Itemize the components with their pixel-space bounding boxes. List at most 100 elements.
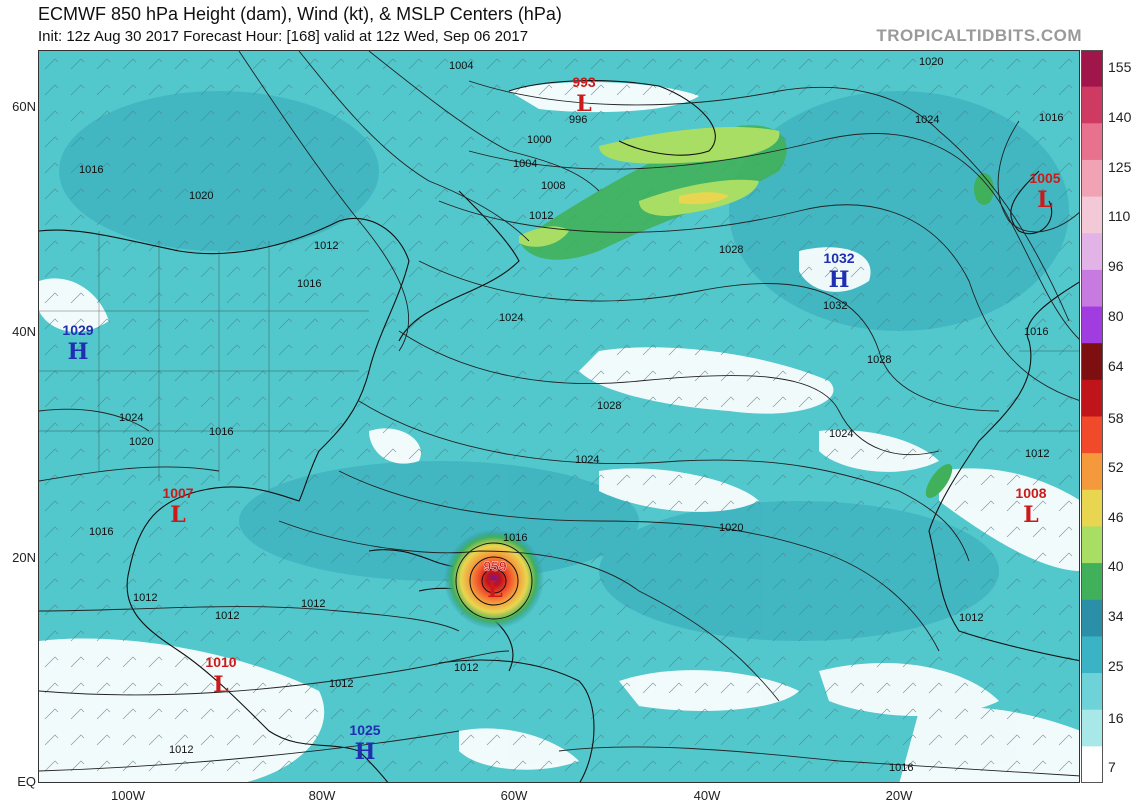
colorbar-label: 140 — [1108, 109, 1132, 125]
isobar-label: 996 — [569, 114, 587, 126]
pressure-center-value: 1029 — [62, 322, 93, 338]
low-pressure-center: 1008 L — [1015, 485, 1046, 528]
pressure-center-letter: L — [1037, 187, 1052, 213]
colorbar-swatch — [1081, 636, 1103, 674]
colorbar-swatch — [1081, 416, 1103, 454]
isobar-label: 1032 — [823, 300, 847, 312]
colorbar-swatch — [1081, 233, 1103, 271]
colorbar-label: 7 — [1108, 759, 1116, 775]
colorbar-swatch — [1081, 50, 1103, 88]
low-pressure-center: 1007 L — [162, 485, 193, 528]
low-pressure-center: 1010 L — [205, 654, 236, 698]
colorbar-label: 125 — [1108, 159, 1132, 175]
isobar-label-group: 1004 1020 996 1000 1004 1008 1012 1016 1… — [79, 56, 1063, 774]
colorbar-swatch — [1081, 563, 1103, 601]
pressure-center-letter: L — [170, 502, 185, 528]
isobar-label: 1024 — [915, 114, 939, 126]
minor-wind-maxima — [925, 173, 994, 499]
isobar-label: 1012 — [454, 662, 478, 674]
colorbar-swatch — [1081, 159, 1103, 198]
isobar-label: 1012 — [529, 210, 553, 222]
pressure-center-value: 1007 — [162, 485, 193, 501]
isobar-label: 1012 — [314, 240, 338, 252]
isobar-label: 1008 — [541, 180, 565, 192]
colorbar-label: 80 — [1108, 308, 1124, 324]
isobar-label: 1016 — [1024, 326, 1048, 338]
chart-header: ECMWF 850 hPa Height (dam), Wind (kt), &… — [0, 0, 1140, 50]
colorbar-swatches — [1081, 50, 1103, 784]
colorbar-swatch — [1081, 123, 1103, 161]
pressure-center-group: 993 L 1005 L 1032 H 1029 H 1007 L 1008 L — [62, 74, 1060, 765]
isobar-label: 1024 — [119, 412, 143, 424]
longitude-label: 40W — [693, 788, 721, 803]
pressure-center-value: 1025 — [349, 722, 380, 738]
longitude-label: 60W — [500, 788, 528, 803]
isobar-label: 1020 — [719, 522, 743, 534]
isobar-label: 1024 — [499, 312, 523, 324]
hurricane-core — [444, 529, 544, 629]
isobar-label: 1028 — [719, 244, 743, 256]
chart-subtitle: Init: 12z Aug 30 2017 Forecast Hour: [16… — [38, 28, 529, 45]
isobar-label: 1016 — [89, 526, 113, 538]
colorbar-label: 16 — [1108, 710, 1124, 726]
isobar-label: 1016 — [79, 164, 103, 176]
high-pressure-center: 1032 H — [823, 250, 854, 293]
weather-map: 1004 1020 996 1000 1004 1008 1012 1016 1… — [38, 50, 1080, 783]
colorbar-label: 34 — [1108, 608, 1124, 624]
colorbar-label: 40 — [1108, 558, 1124, 574]
colorbar-swatch — [1081, 746, 1103, 784]
isobar-label: 1012 — [169, 744, 193, 756]
isobar-label: 1016 — [889, 762, 913, 774]
longitude-label: 20W — [885, 788, 913, 803]
isobar-label: 1016 — [209, 426, 233, 438]
isobar-label: 1016 — [297, 278, 321, 290]
isobar-label: 1012 — [301, 598, 325, 610]
pressure-center-letter: L — [1023, 502, 1038, 528]
isobar-label: 1024 — [829, 428, 853, 440]
isobar-label: 1016 — [1039, 112, 1063, 124]
low-pressure-center: 1005 L — [1029, 170, 1060, 213]
latitude-label: EQ — [17, 774, 36, 789]
colorbar-swatch — [1081, 379, 1103, 417]
colorbar-label: 96 — [1108, 258, 1124, 274]
isobar-label: 1020 — [129, 436, 153, 448]
colorbar-label: 46 — [1108, 509, 1124, 525]
colorbar-label: 155 — [1108, 59, 1132, 75]
colorbar-label: 25 — [1108, 658, 1124, 674]
latitude-label: 60N — [12, 99, 36, 114]
isobar-label: 1024 — [575, 454, 599, 466]
pressure-center-value: 993 — [572, 74, 596, 90]
brand-watermark: TROPICALTIDBITS.COM — [876, 26, 1082, 45]
colorbar-swatch — [1081, 599, 1103, 637]
high-pressure-center: 1025 H — [349, 722, 380, 765]
isobar-label: 1012 — [959, 612, 983, 624]
isobar-label: 1004 — [449, 60, 473, 72]
isobar-label: 1000 — [527, 134, 551, 146]
pressure-center-letter: H — [829, 267, 850, 293]
high-pressure-center: 1029 H — [62, 322, 93, 365]
colorbar-label: 110 — [1108, 208, 1131, 224]
pressure-center-value: 959 — [483, 558, 507, 574]
hurricane-low-center: 959 L — [483, 558, 507, 603]
wind-barbs — [39, 51, 1079, 782]
state-borders — [39, 231, 1079, 491]
isobar-label: 1004 — [513, 158, 537, 170]
height-contours — [39, 51, 1079, 777]
isobar-label: 1012 — [133, 592, 157, 604]
latitude-label: 40N — [12, 324, 36, 339]
colorbar-swatch — [1081, 673, 1103, 711]
isobar-label: 1020 — [189, 190, 213, 202]
isobar-label: 1020 — [919, 56, 943, 68]
colorbar-label: 64 — [1108, 358, 1124, 374]
colorbar-swatch — [1081, 526, 1103, 564]
colorbar-swatch — [1081, 343, 1103, 381]
colorbar-swatch — [1081, 306, 1103, 344]
colorbar-swatch — [1081, 86, 1103, 124]
pressure-center-letter: L — [213, 672, 228, 698]
map-canvas: 1004 1020 996 1000 1004 1008 1012 1016 1… — [39, 51, 1079, 782]
colorbar-swatch — [1081, 196, 1103, 234]
isobar-label: 1028 — [867, 354, 891, 366]
pressure-center-value: 1008 — [1015, 485, 1046, 501]
longitude-label: 80W — [308, 788, 336, 803]
latitude-label: 20N — [12, 550, 36, 565]
